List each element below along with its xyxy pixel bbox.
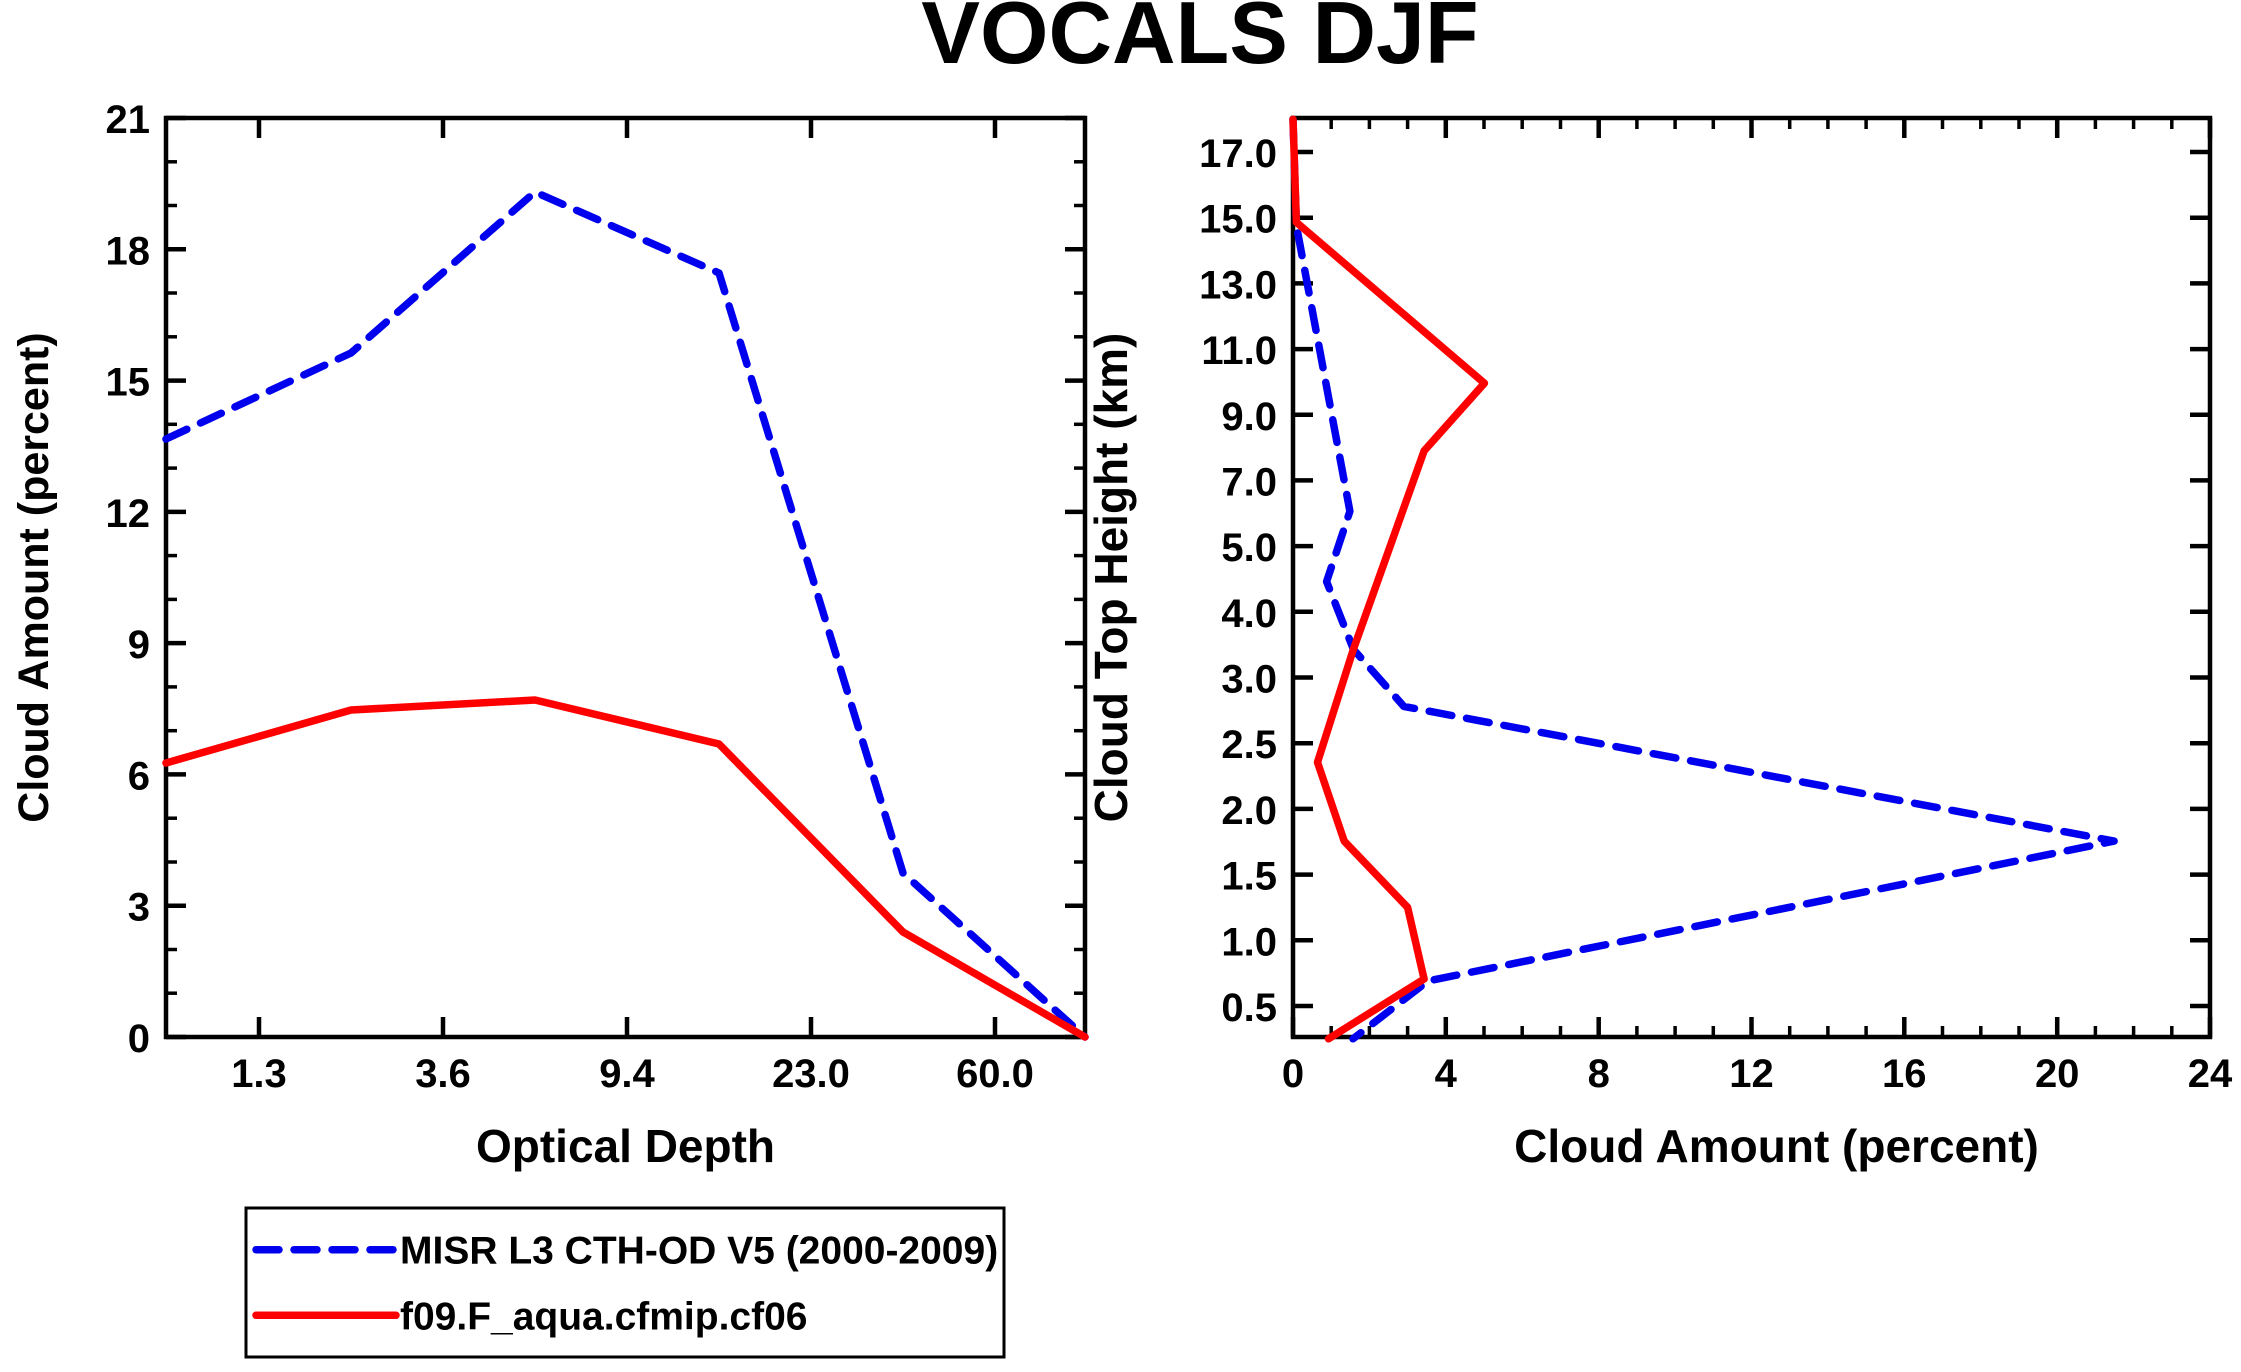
svg-text:3.6: 3.6 (415, 1052, 471, 1096)
svg-text:0.5: 0.5 (1221, 986, 1277, 1030)
svg-text:9: 9 (128, 623, 150, 667)
svg-text:20: 20 (2035, 1052, 2080, 1096)
svg-text:4.0: 4.0 (1221, 592, 1277, 636)
svg-text:11.0: 11.0 (1201, 329, 1277, 373)
svg-text:6: 6 (128, 754, 150, 798)
svg-text:3: 3 (128, 886, 150, 930)
svg-text:0: 0 (1282, 1052, 1304, 1096)
svg-text:16: 16 (1882, 1052, 1927, 1096)
svg-text:9.0: 9.0 (1221, 395, 1277, 439)
svg-text:7.0: 7.0 (1221, 460, 1277, 504)
svg-text:21: 21 (106, 98, 151, 142)
svg-text:18: 18 (106, 229, 151, 273)
svg-text:2.0: 2.0 (1221, 789, 1277, 833)
svg-text:8: 8 (1588, 1052, 1610, 1096)
svg-text:f09.F_aqua.cfmip.cf06: f09.F_aqua.cfmip.cf06 (400, 1295, 807, 1338)
svg-text:Cloud Top Height (km): Cloud Top Height (km) (1085, 333, 1137, 823)
svg-text:VOCALS DJF: VOCALS DJF (921, 0, 1478, 82)
svg-text:1.5: 1.5 (1221, 855, 1277, 899)
svg-text:0: 0 (128, 1017, 150, 1061)
svg-text:4: 4 (1435, 1052, 1458, 1096)
svg-text:Cloud Amount (percent): Cloud Amount (percent) (10, 332, 58, 822)
svg-text:3.0: 3.0 (1221, 658, 1277, 702)
svg-text:12: 12 (1729, 1052, 1774, 1096)
svg-text:24: 24 (2188, 1052, 2233, 1096)
svg-text:60.0: 60.0 (956, 1052, 1034, 1096)
svg-text:15: 15 (106, 361, 151, 405)
svg-text:1.0: 1.0 (1221, 920, 1277, 964)
svg-text:17.0: 17.0 (1199, 132, 1277, 176)
svg-text:15.0: 15.0 (1199, 198, 1277, 242)
svg-text:1.3: 1.3 (231, 1052, 287, 1096)
svg-text:23.0: 23.0 (772, 1052, 850, 1096)
svg-text:MISR L3 CTH-OD V5 (2000-2009): MISR L3 CTH-OD V5 (2000-2009) (400, 1230, 998, 1273)
svg-text:12: 12 (106, 492, 151, 536)
svg-text:5.0: 5.0 (1221, 526, 1277, 570)
svg-text:9.4: 9.4 (599, 1052, 655, 1096)
svg-text:13.0: 13.0 (1199, 263, 1277, 307)
svg-text:2.5: 2.5 (1221, 723, 1277, 767)
svg-text:Cloud Amount (percent): Cloud Amount (percent) (1514, 1120, 2039, 1172)
svg-text:Optical Depth: Optical Depth (476, 1120, 775, 1172)
